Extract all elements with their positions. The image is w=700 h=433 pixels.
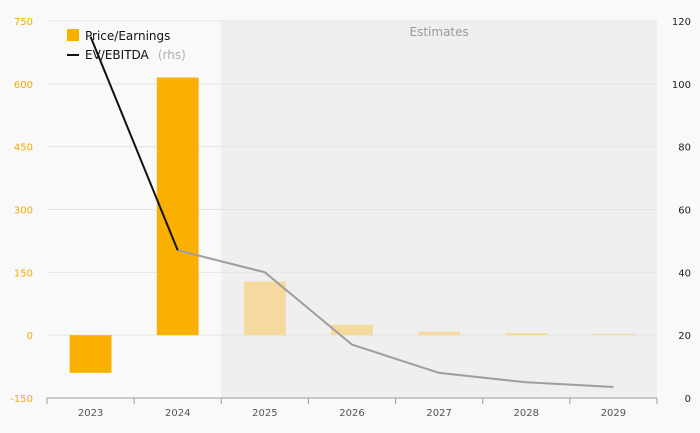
x-tick-label: 2027 [426, 408, 451, 419]
y-left-tick-label: -150 [10, 394, 33, 405]
gridlines [47, 20, 657, 336]
y-right-tick-label: 20 [678, 331, 691, 342]
y-right-tick-label: 0 [685, 394, 691, 405]
y-left-tick-label: 450 [14, 143, 33, 154]
x-tick-label: 2025 [252, 408, 277, 419]
y-left-tick-label: 150 [14, 268, 33, 279]
y-right-tick-label: 80 [678, 143, 691, 154]
x-tick-label: 2023 [78, 408, 103, 419]
y-right-tick-label: 60 [678, 206, 691, 217]
y-right-tick-label: 40 [678, 268, 691, 279]
bar-2026 [331, 324, 373, 336]
x-tick-label: 2024 [165, 408, 190, 419]
axes: 2023 2024 2025 2026 2027 2028 2029 -150 0 150 300 4… [10, 17, 691, 419]
y-left-tick-label: 750 [14, 17, 33, 28]
legend-swatch-price-earnings [67, 29, 79, 41]
estimates-label: Estimates [410, 25, 469, 39]
y-left-tick-label: 0 [27, 331, 33, 342]
legend: Price/Earnings EV/EBITDA (rhs) [67, 29, 186, 63]
bar-series-price-earnings [69, 77, 635, 373]
bar-2029 [592, 333, 635, 336]
line-series-ev-ebitda [89, 36, 614, 388]
y-right-tick-label: 100 [672, 80, 691, 91]
x-tick-label: 2029 [601, 408, 626, 419]
line-ev-ebitda-estimates [177, 249, 614, 388]
bar-2024 [156, 77, 199, 336]
bar-2025 [243, 281, 286, 336]
bar-2028 [505, 333, 548, 336]
y-left-tick-label: 600 [14, 80, 33, 91]
legend-label-ev-ebitda: EV/EBITDA (rhs) [85, 44, 186, 63]
x-tick-label: 2026 [339, 408, 364, 419]
bar-2023 [69, 335, 112, 373]
bar-2027 [418, 331, 461, 336]
x-tick-label: 2028 [514, 408, 539, 419]
y-right-tick-label: 120 [672, 17, 691, 28]
legend-label-price-earnings: Price/Earnings [85, 29, 170, 43]
line-ev-ebitda-actual [89, 36, 179, 251]
y-left-tick-label: 300 [14, 206, 33, 217]
